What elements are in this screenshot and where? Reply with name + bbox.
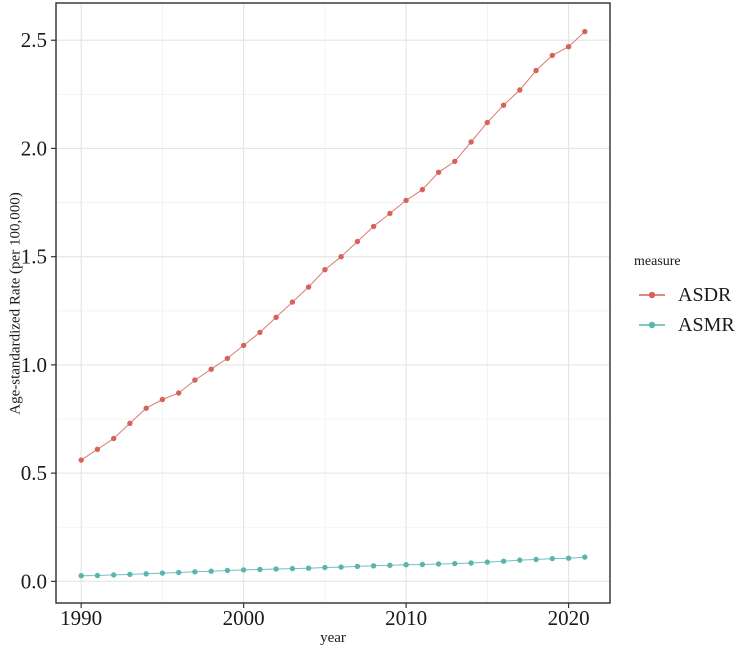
asdr-point <box>192 377 198 383</box>
x-tick-label: 1990 <box>60 606 102 630</box>
asdr-point <box>208 366 214 372</box>
asmr-point <box>517 557 523 563</box>
asmr-point <box>143 571 149 577</box>
asdr-point <box>289 299 296 305</box>
asdr-point <box>176 390 182 396</box>
x-axis-title: year <box>320 630 346 646</box>
asmr-point <box>159 570 166 576</box>
asdr-point <box>500 102 507 108</box>
asdr-point <box>94 446 101 452</box>
asmr-point <box>273 566 279 572</box>
asdr-point <box>273 314 279 320</box>
asmr-point <box>94 572 101 579</box>
asmr-point <box>208 568 214 574</box>
y-tick-label: 2.5 <box>21 28 47 52</box>
legend: measure ASDR ASMR <box>630 254 735 342</box>
asmr-point <box>289 565 296 572</box>
asdr-point <box>517 87 523 93</box>
asdr-point <box>484 119 490 126</box>
asdr-point <box>533 67 539 74</box>
asmr-point <box>111 572 117 578</box>
asmr-point <box>582 554 588 560</box>
asmr-point <box>78 573 84 579</box>
legend-label-asmr: ASMR <box>678 314 735 336</box>
y-tick-label: 1.5 <box>21 245 47 269</box>
asdr-point <box>257 329 263 336</box>
y-tick-label: 1.0 <box>21 353 47 377</box>
asdr-legend-key-icon <box>639 291 665 299</box>
asmr-legend-key-icon <box>639 321 665 329</box>
y-tick-label: 0.0 <box>21 569 47 593</box>
asdr-point <box>78 457 84 463</box>
asmr-point <box>257 566 263 573</box>
asmr-point <box>370 563 377 569</box>
asmr-line <box>81 556 585 577</box>
asdr-point <box>338 254 344 260</box>
asdr-line <box>80 31 586 461</box>
asmr-point <box>484 559 490 565</box>
y-axis-title: Age-standardized Rate (per 100,000) <box>7 192 24 415</box>
asdr-point <box>549 52 555 59</box>
asmr-point <box>127 571 133 578</box>
legend-entries: ASDR ASMR <box>630 282 735 338</box>
asmr-point <box>176 569 182 576</box>
asmr-point <box>322 564 328 571</box>
asdr-point <box>127 420 133 426</box>
asmr-point <box>354 563 361 570</box>
asdr-point <box>419 186 426 193</box>
asdr-point <box>322 267 328 273</box>
asdr-point <box>159 396 166 403</box>
asdr-point <box>240 342 247 349</box>
asmr-point <box>192 569 198 575</box>
asmr-point <box>533 556 539 563</box>
asmr-point <box>387 562 393 568</box>
asdr-point <box>111 435 117 442</box>
asmr-point <box>500 558 507 564</box>
asmr-point <box>305 565 312 571</box>
asmr-point <box>338 564 344 570</box>
legend-entry-asmr: ASMR <box>638 312 735 338</box>
asdr-point <box>305 284 312 290</box>
asdr-point <box>468 139 474 145</box>
x-tick-label: 2000 <box>223 606 265 630</box>
panel-border <box>55 2 611 604</box>
asdr-point <box>403 197 409 204</box>
asmr-point <box>224 567 231 574</box>
legend-entry-asdr: ASDR <box>638 282 735 308</box>
asdr-point <box>224 355 231 362</box>
x-tick-label: 2020 <box>548 606 590 630</box>
asdr-point <box>370 223 377 230</box>
asdr-point <box>435 169 442 175</box>
asmr-point <box>549 555 555 562</box>
asdr-point <box>354 238 361 245</box>
asdr-point <box>143 405 149 411</box>
legend-title: measure <box>634 254 681 269</box>
y-tick-label: 0.5 <box>21 461 47 485</box>
y-tick-label: 2.0 <box>21 136 47 160</box>
asmr-point <box>452 560 458 567</box>
asmr-point <box>419 561 426 568</box>
asmr-point <box>403 562 409 568</box>
x-tick-label: 2010 <box>385 606 427 630</box>
asmr-point <box>240 567 247 573</box>
legend-label-asdr: ASDR <box>678 284 732 306</box>
panel-background <box>56 3 610 603</box>
asdr-point <box>452 158 458 165</box>
asmr-point <box>435 561 442 567</box>
asmr-point <box>565 555 572 561</box>
asmr-point <box>468 560 474 566</box>
asdr-point <box>565 44 572 50</box>
asdr-point <box>582 28 588 35</box>
asdr-point <box>387 210 393 217</box>
